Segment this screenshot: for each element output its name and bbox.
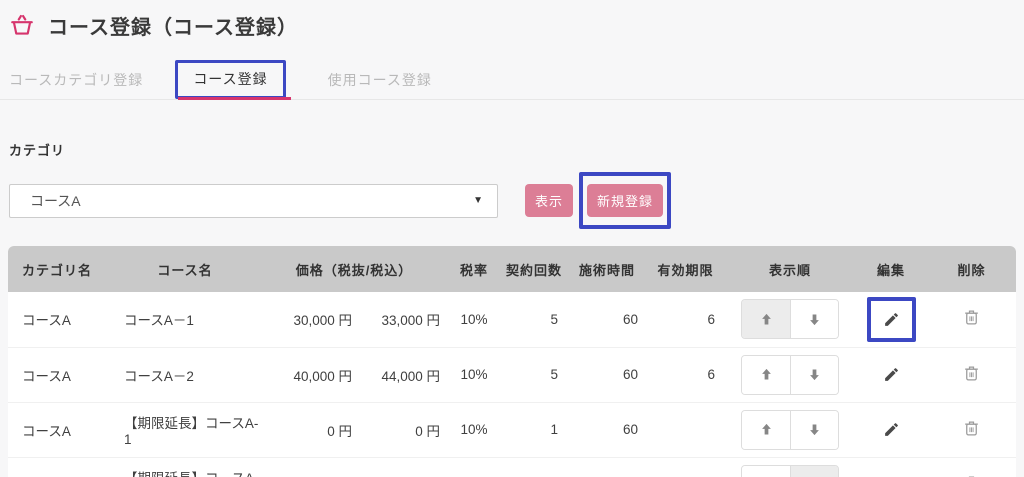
header-tax: 税率 <box>448 246 500 292</box>
annotation-highlight-new: 新規登録 <box>579 172 672 229</box>
move-down-button[interactable] <box>790 355 838 394</box>
annotation-highlight-tab: コース登録 <box>175 60 286 99</box>
header-contract-count: 契約回数 <box>500 246 568 292</box>
cell-tax: 10% <box>448 401 500 457</box>
cell-price-ex: 0 円 <box>260 456 360 477</box>
edit-button[interactable] <box>883 421 900 438</box>
cell-price-inc: 0 円 <box>360 401 448 457</box>
delete-button[interactable] <box>962 419 981 438</box>
category-label: カテゴリ <box>9 143 66 158</box>
move-down-button[interactable] <box>790 410 838 449</box>
arrow-up-icon <box>759 422 774 437</box>
arrow-down-icon <box>807 367 822 382</box>
pencil-icon <box>883 421 900 438</box>
cell-price-inc: 33,000 円 <box>360 292 448 347</box>
pencil-icon <box>883 311 900 328</box>
cell-category: コースA <box>8 292 110 347</box>
arrow-down-icon <box>807 422 822 437</box>
cell-contract-count: 5 <box>500 292 568 347</box>
cell-tax: 10% <box>448 346 500 402</box>
move-up-button[interactable] <box>742 300 790 339</box>
display-order-control <box>741 464 839 477</box>
tab-used-course[interactable]: 使用コース登録 <box>327 71 432 88</box>
trash-icon <box>962 364 981 383</box>
cell-course-name: 【期限延長】コースA-2 <box>110 456 260 477</box>
course-table: カテゴリ名 コース名 価格（税抜/税込） 税率 契約回数 施術時間 有効期限 表… <box>8 246 1016 477</box>
cell-price-inc: 0 円 <box>360 456 448 477</box>
move-up-button[interactable] <box>742 355 790 394</box>
trash-icon <box>962 419 981 438</box>
cell-validity <box>646 456 725 477</box>
new-registration-button[interactable]: 新規登録 <box>587 184 664 217</box>
cell-category: コースA <box>8 401 110 457</box>
show-button[interactable]: 表示 <box>525 184 574 217</box>
arrow-up-icon <box>759 367 774 382</box>
move-down-button[interactable] <box>790 465 838 477</box>
move-down-button[interactable] <box>790 300 838 339</box>
cell-contract-count: 1 <box>500 401 568 457</box>
dropdown-arrow-icon: ▼ <box>473 195 483 206</box>
cell-contract-count: 1 <box>500 456 568 477</box>
trash-icon <box>962 308 981 327</box>
edit-button[interactable] <box>883 366 900 383</box>
display-order-control <box>741 354 839 395</box>
category-select-value: コースA <box>30 192 81 209</box>
table-row: コースA コースA－1 30,000 円 33,000 円 10% 5 60 6 <box>8 292 1016 347</box>
cell-course-name: コースA－1 <box>110 292 260 347</box>
table-row: コースA コースA－2 40,000 円 44,000 円 10% 5 60 6 <box>8 346 1016 402</box>
active-tab-underline <box>178 97 291 100</box>
page-header: コース登録（コース登録） <box>0 0 1024 40</box>
cell-price-inc: 44,000 円 <box>360 346 448 402</box>
page-title: コース登録（コース登録） <box>48 17 298 39</box>
pencil-icon <box>883 366 900 383</box>
delete-button[interactable] <box>962 364 981 383</box>
table-row: コースA 【期限延長】コースA-2 0 円 0 円 10% 1 60 <box>8 456 1016 477</box>
cell-validity <box>646 401 725 457</box>
arrow-up-icon <box>759 312 774 327</box>
header-display-order: 表示順 <box>725 246 855 292</box>
tabbar: コースカテゴリ登録 コース登録 使用コース登録 <box>0 60 1024 100</box>
header-price: 価格（税抜/税込） <box>260 246 448 292</box>
cell-tax: 10% <box>448 292 500 347</box>
cell-contract-count: 5 <box>500 346 568 402</box>
cell-treatment-time: 60 <box>568 401 646 457</box>
header-course-name: コース名 <box>110 246 260 292</box>
cell-validity: 6 <box>646 292 725 347</box>
cell-category: コースA <box>8 346 110 402</box>
basket-icon <box>9 13 35 39</box>
header-edit: 編集 <box>855 246 927 292</box>
cell-treatment-time: 60 <box>568 292 646 347</box>
annotation-highlight-edit <box>866 296 916 342</box>
cell-tax: 10% <box>448 456 500 477</box>
cell-course-name: 【期限延長】コースA-1 <box>110 401 260 457</box>
header-category: カテゴリ名 <box>8 246 110 292</box>
tab-course-category[interactable]: コースカテゴリ登録 <box>9 71 144 88</box>
tab-course[interactable]: コース登録 <box>193 71 268 87</box>
cell-price-ex: 0 円 <box>260 401 360 457</box>
cell-course-name: コースA－2 <box>110 346 260 402</box>
category-select[interactable]: コースA ▼ <box>9 183 498 218</box>
delete-button[interactable] <box>962 308 981 327</box>
cell-treatment-time: 60 <box>568 346 646 402</box>
header-validity: 有効期限 <box>646 246 725 292</box>
header-treatment-time: 施術時間 <box>568 246 646 292</box>
cell-category: コースA <box>8 456 110 477</box>
move-up-button[interactable] <box>742 410 790 449</box>
display-order-control <box>741 299 839 340</box>
arrow-down-icon <box>807 312 822 327</box>
cell-validity: 6 <box>646 346 725 402</box>
filter-row: コースA ▼ 表示 新規登録 <box>9 172 1024 229</box>
table-row: コースA 【期限延長】コースA-1 0 円 0 円 10% 1 60 <box>8 401 1016 457</box>
cell-treatment-time: 60 <box>568 456 646 477</box>
display-order-control <box>741 409 839 450</box>
table-header-row: カテゴリ名 コース名 価格（税抜/税込） 税率 契約回数 施術時間 有効期限 表… <box>8 246 1016 292</box>
move-up-button[interactable] <box>742 465 790 477</box>
edit-button[interactable] <box>883 311 900 328</box>
cell-price-ex: 40,000 円 <box>260 346 360 402</box>
header-delete: 削除 <box>927 246 1016 292</box>
cell-price-ex: 30,000 円 <box>260 292 360 347</box>
